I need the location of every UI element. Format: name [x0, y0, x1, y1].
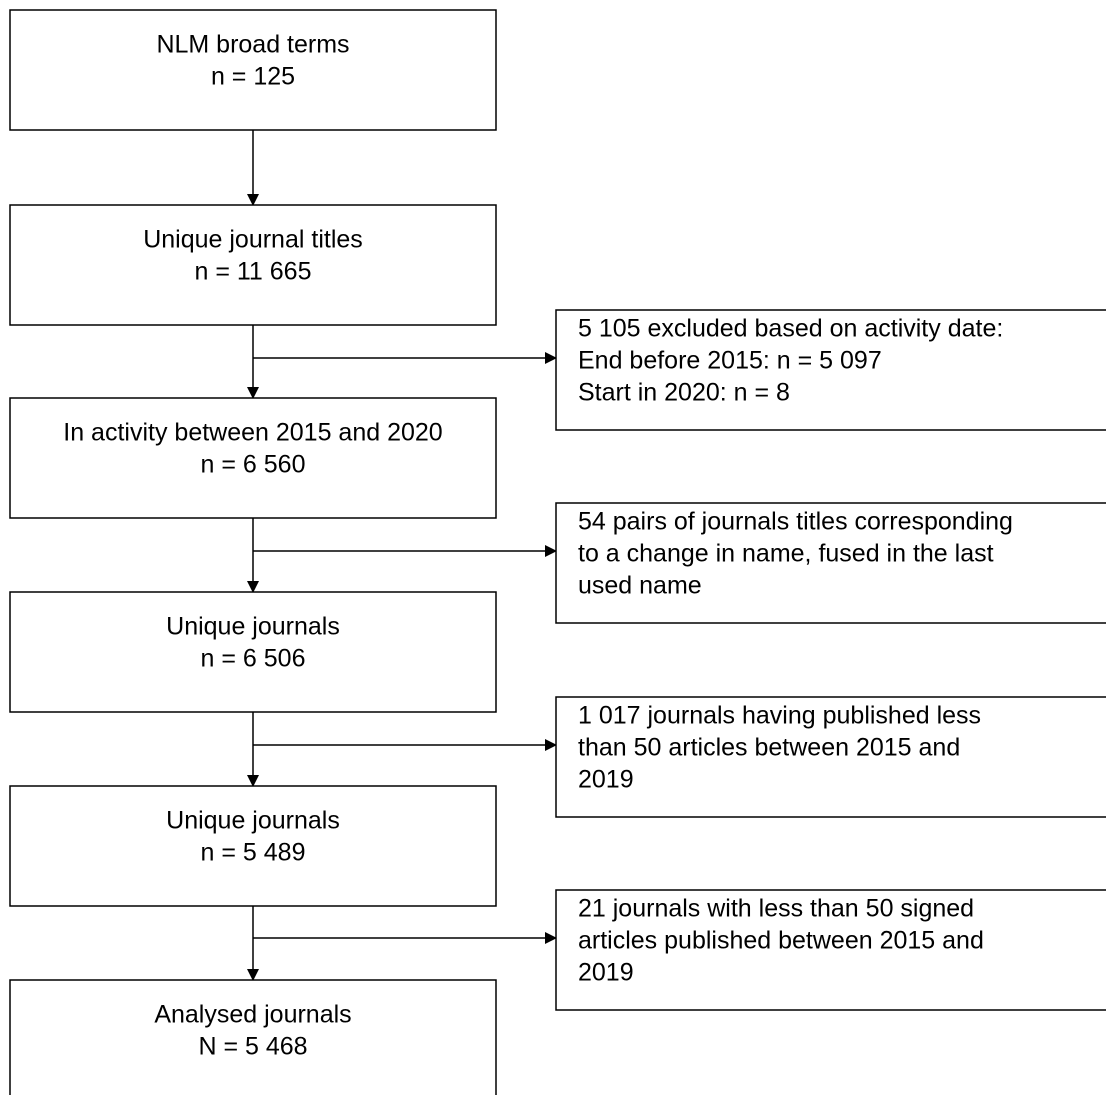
step-text: n = 11 665 [194, 258, 311, 286]
step-box [9, 785, 497, 907]
step-box [9, 979, 497, 1095]
exclusion-box [555, 696, 1106, 818]
step-text: n = 6 560 [201, 451, 306, 479]
exclusion-text: articles published between 2015 and [578, 927, 984, 955]
exclusion-text: 1 017 journals having published less [578, 702, 981, 730]
step-text: n = 125 [211, 63, 295, 91]
step-box [9, 591, 497, 713]
step-text: In activity between 2015 and 2020 [63, 419, 442, 447]
step-text: n = 6 506 [201, 645, 306, 673]
exclusion-text: 54 pairs of journals titles correspondin… [578, 508, 1013, 536]
step-box [9, 397, 497, 519]
exclusion-text: to a change in name, fused in the last [578, 540, 994, 568]
step-text: N = 5 468 [198, 1033, 307, 1061]
step-text: Unique journals [166, 807, 340, 835]
exclusion-text: 5 105 excluded based on activity date: [578, 315, 1003, 343]
exclusion-text: 2019 [578, 959, 634, 987]
step-text: Analysed journals [154, 1001, 351, 1029]
exclusion-text: Start in 2020: n = 8 [578, 379, 790, 407]
step-text: Unique journal titles [143, 226, 363, 254]
exclusion-box [555, 502, 1106, 624]
step-box [9, 204, 497, 326]
step-text: NLM broad terms [156, 31, 349, 59]
exclusion-box [555, 889, 1106, 1011]
exclusion-box [555, 309, 1106, 431]
step-box [9, 9, 497, 131]
exclusion-text: used name [578, 572, 702, 600]
step-text: n = 5 489 [201, 839, 306, 867]
exclusion-text: 21 journals with less than 50 signed [578, 895, 974, 923]
step-text: Unique journals [166, 613, 340, 641]
exclusion-text: End before 2015: n = 5 097 [578, 347, 882, 375]
exclusion-text: than 50 articles between 2015 and [578, 734, 960, 762]
exclusion-text: 2019 [578, 766, 634, 794]
